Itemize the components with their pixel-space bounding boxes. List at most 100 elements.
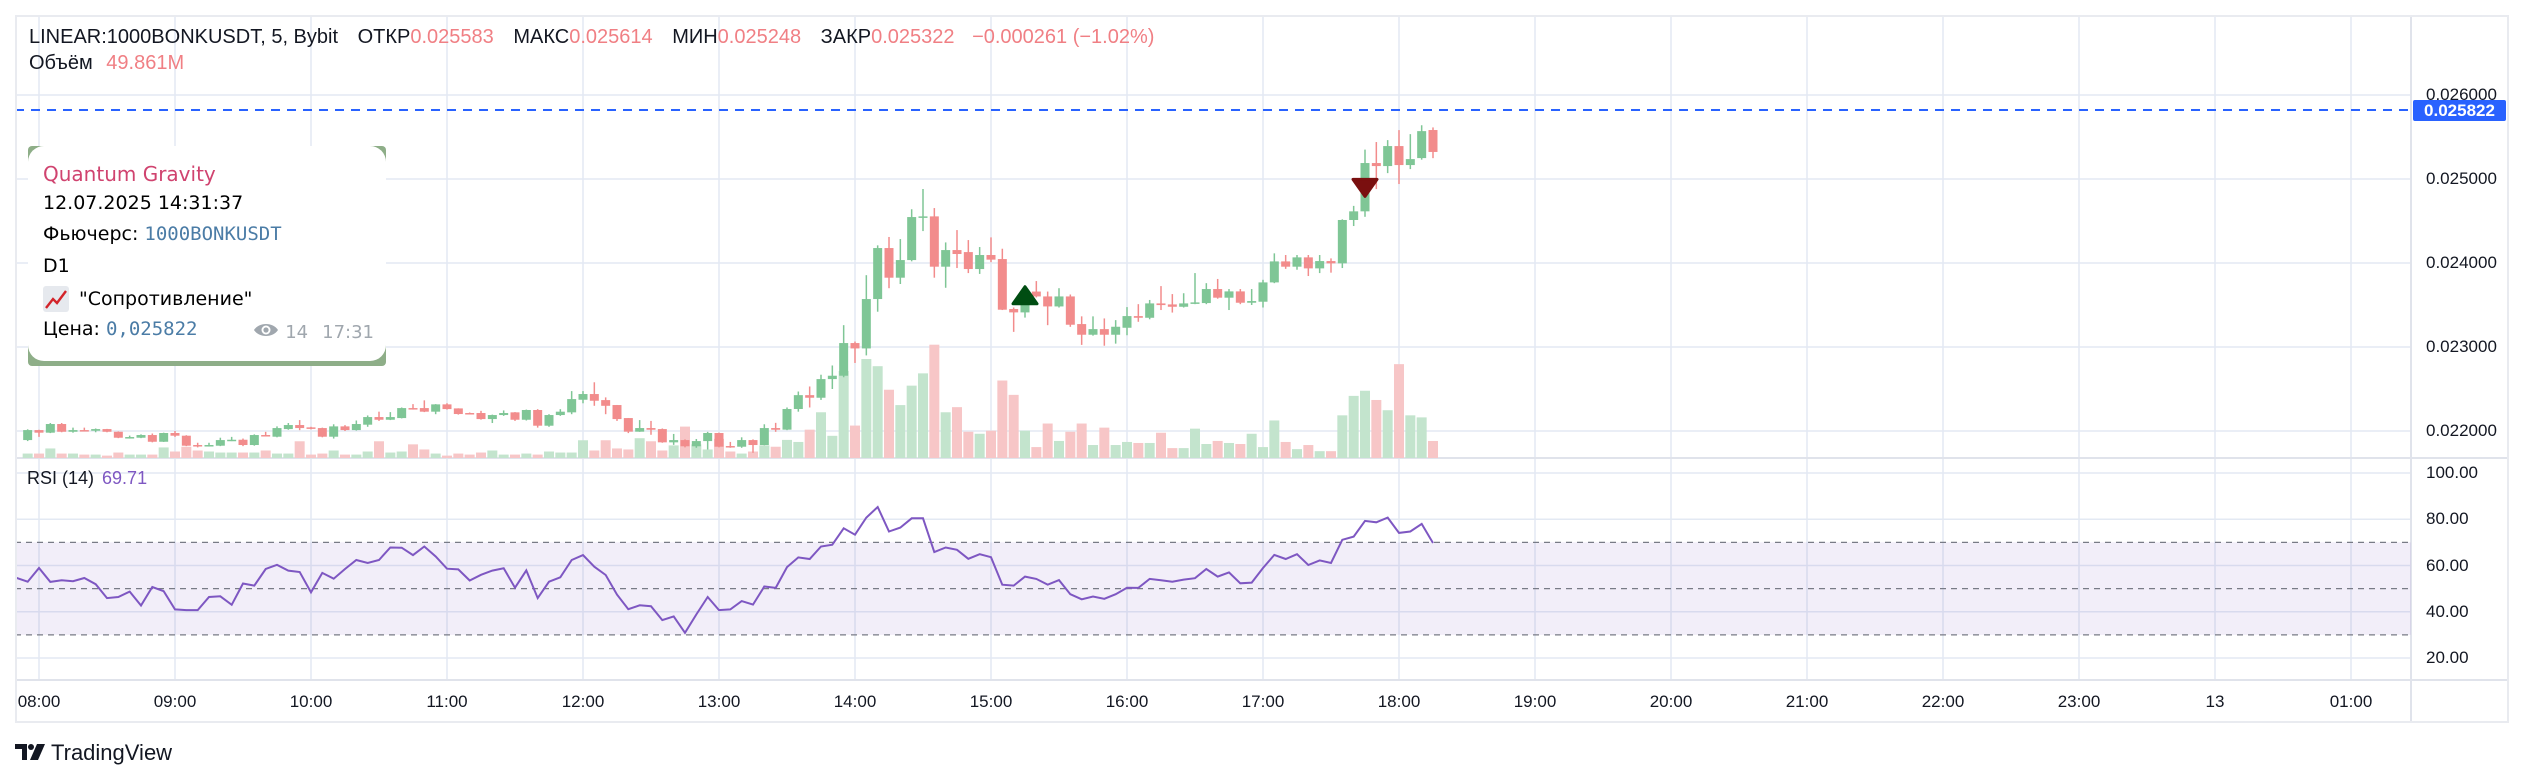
volume-label[interactable]: Объём [29,52,93,74]
candle [737,437,747,448]
volume-bar [850,425,860,458]
candle [1224,289,1234,311]
candle-body [45,424,55,433]
candle-body [340,426,350,431]
time-axis-label: 09:00 [153,692,197,711]
candle [57,423,67,433]
candle [340,425,350,431]
candle-body [635,428,645,432]
candle [669,433,679,445]
message-card[interactable]: Quantum Gravity 12.07.2025 14:31:37 Фьюч… [28,146,386,361]
volume-bar [1042,423,1053,458]
candle [782,407,792,431]
candle-body [465,413,475,415]
symbol-title[interactable]: LINEAR:1000BONKUSDT, 5, Bybit [29,26,339,48]
volume-bar [226,452,237,458]
volume-bar [714,438,724,458]
rsi-label[interactable]: RSI (14) [27,468,95,488]
candle [1145,299,1155,320]
candle-body [1043,296,1053,307]
volume-bar [1337,415,1348,458]
buy-signal-marker[interactable] [1011,285,1039,306]
candle [1065,294,1075,327]
price-axis-label: 0.023000 [2426,337,2497,356]
candle [510,412,520,421]
candle-body [782,408,792,430]
volume-bar [861,359,872,458]
card-price: Цена: 0,025822 [43,318,197,340]
candle-body [1326,261,1336,264]
volume-bar [510,454,520,458]
volume-bar [1326,451,1336,458]
volume-bar [1099,427,1110,458]
candle-body [442,404,452,410]
candle-body [1315,261,1325,269]
candle [34,429,44,437]
time-axis-label: 11:00 [426,692,468,711]
time-axis-label: 19:00 [1513,692,1557,711]
candle-body [1247,301,1257,303]
futures-value[interactable]: 1000BONKUSDT [144,223,282,245]
candle-body [1428,130,1438,152]
symbol-legend: LINEAR:1000BONKUSDT, 5, Bybit ОТКР0.0255… [29,25,1154,49]
candle [249,434,259,446]
volume-bar [1122,441,1132,458]
candle-body [374,417,384,420]
rsi-legend: RSI (14) 69.71 [27,468,147,489]
candle [397,407,407,419]
volume-legend: Объём 49.861M [29,51,184,75]
volume-bar [68,453,78,458]
candle [680,439,690,448]
candle-body [159,433,169,442]
volume-bar [1371,399,1382,458]
volume-bar [1076,423,1087,458]
candle-body [261,435,271,437]
candle-body [680,440,690,447]
candle [23,429,33,442]
candle [193,442,203,448]
volume-bar [328,450,339,458]
volume-bar [544,451,554,458]
candle [850,341,860,363]
rsi-axis-label: 60.00 [2426,555,2469,575]
volume-bar [918,373,928,458]
candle [816,374,826,400]
candle-body [918,216,928,218]
candle [1077,316,1087,345]
candle-body [1111,326,1121,335]
price-value[interactable]: 0,025822 [105,318,198,340]
candle-body [170,433,180,436]
card-title[interactable]: Quantum Gravity [43,162,216,186]
volume-bar [725,451,736,458]
time-axis-label: 18:00 [1377,692,1421,711]
volume-value: 49.861M [106,52,185,74]
volume-bar [79,454,90,458]
candle [612,404,622,421]
candle-body [657,429,667,443]
candle [261,431,271,437]
tradingview-logo[interactable]: TradingView [15,740,172,766]
candle [635,420,645,432]
volume-bar [1133,442,1144,458]
time-axis-label: 08:00 [17,692,61,711]
volume-bar [804,429,815,458]
eye-icon [253,322,279,343]
candle-body [1167,304,1177,307]
candle-body [385,417,395,420]
signal-markers [1011,177,1379,306]
candle [771,422,781,432]
volume-bar [1382,410,1393,458]
volume-bar [1303,445,1314,458]
candle-body [975,255,985,270]
volume-bar [1088,445,1098,458]
candle [1258,279,1268,308]
volume-bar [147,454,158,458]
volume-bar [56,453,67,458]
candle-body [1213,289,1223,298]
sell-signal-marker[interactable] [1351,177,1379,198]
volume-bar [22,453,33,458]
candle [1247,289,1257,305]
volume-bar [102,455,112,458]
candle [997,248,1007,311]
